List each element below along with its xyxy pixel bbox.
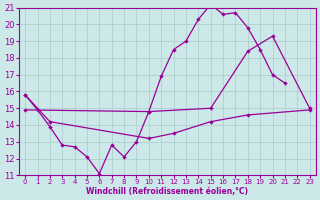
X-axis label: Windchill (Refroidissement éolien,°C): Windchill (Refroidissement éolien,°C): [86, 187, 248, 196]
